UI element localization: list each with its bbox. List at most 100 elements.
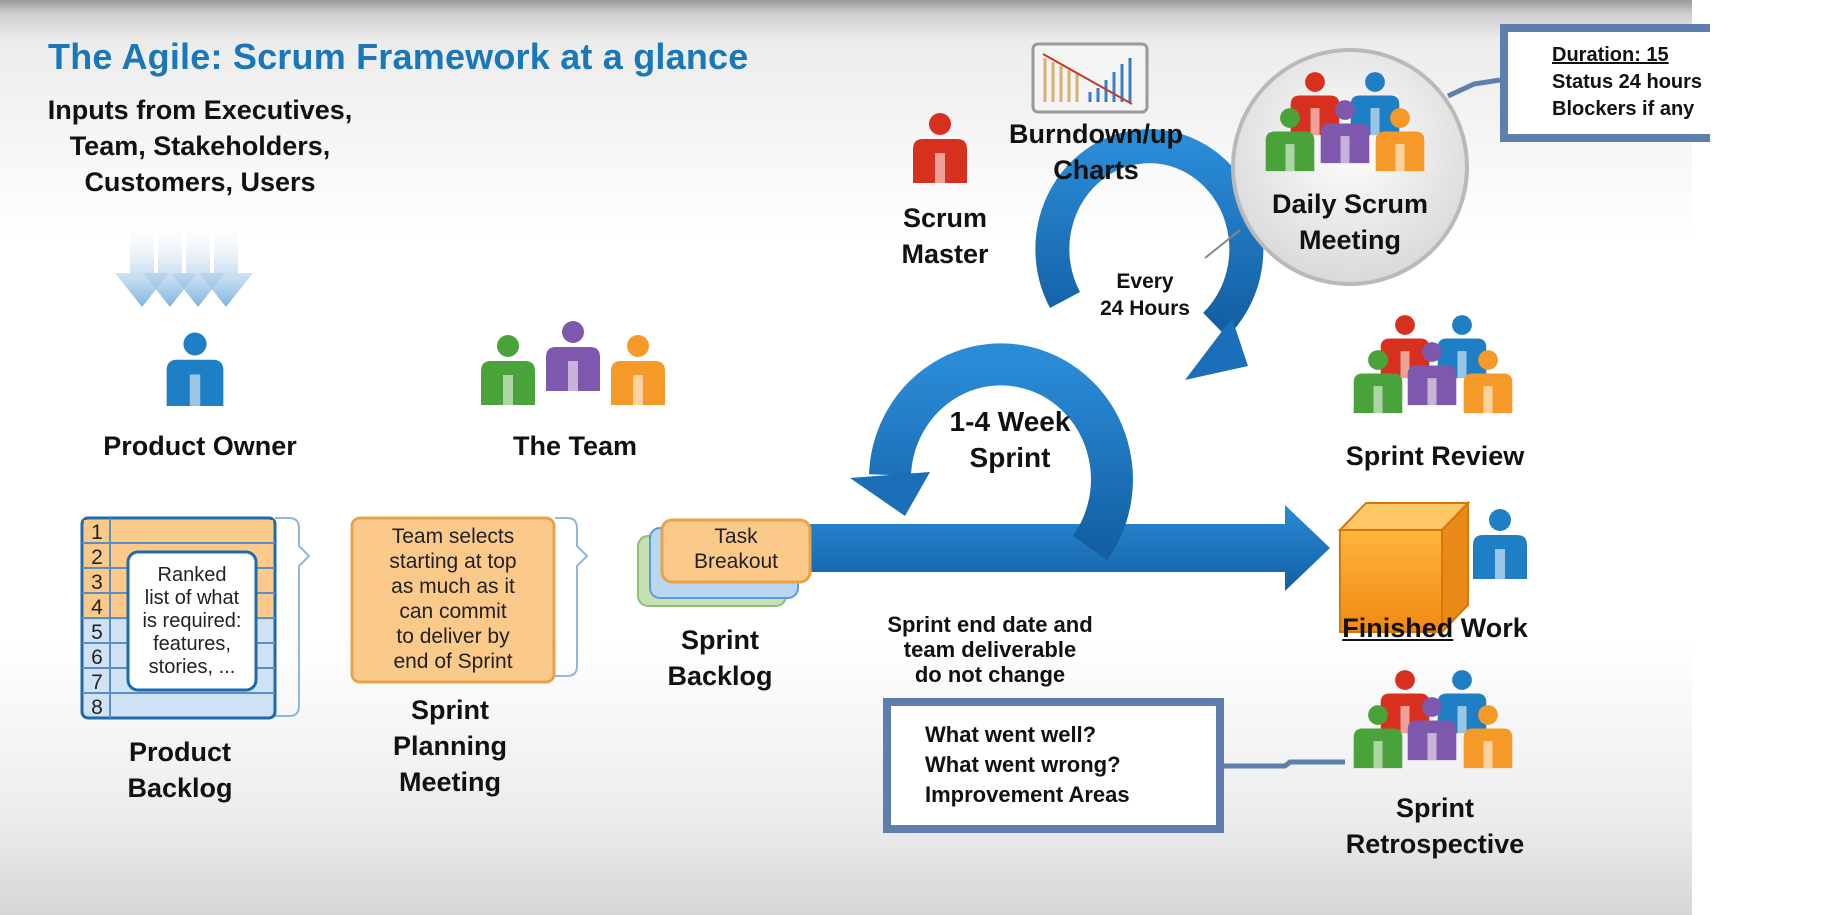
team-member-orange-icon <box>611 335 665 405</box>
retro-green-icon <box>1353 705 1403 769</box>
scrum-master-line-2: Master <box>901 239 989 269</box>
sprint-backlog-line-2: Backlog <box>667 661 773 691</box>
retro-orange-icon <box>1463 705 1513 769</box>
product-backlog-label: Product Backlog <box>100 734 260 806</box>
retro-connector <box>1224 759 1345 769</box>
burndown-label: Burndown/up Charts <box>996 116 1196 188</box>
retro-note-line-2: What went wrong? <box>925 752 1121 777</box>
planning-card-line-2: starting at top <box>389 550 517 573</box>
retro-note-line-1: What went well? <box>925 722 1097 747</box>
backlog-row-1: 1 <box>91 521 103 544</box>
sprint-retrospective-line-2: Retrospective <box>1345 829 1525 859</box>
product-backlog-line-1: Product <box>128 737 231 767</box>
sprint-planning-line-1: Sprint <box>411 695 489 725</box>
backlog-row-8: 8 <box>91 696 103 719</box>
sprint-planning-card <box>350 516 589 684</box>
product-backlog-card-text: Ranked list of what is required: feature… <box>128 564 256 679</box>
backlog-row-6: 6 <box>91 646 103 669</box>
daily-green-icon <box>1265 108 1315 172</box>
retro-purple-icon <box>1407 697 1457 761</box>
sprint-retrospective-line-1: Sprint <box>1396 793 1474 823</box>
daily-note-box: Duration: 15 Status 24 hours Blockers if… <box>1500 24 1710 142</box>
sprint-planning-card-text: Team selects starting at top as much as … <box>352 524 554 674</box>
daily-cycle-arrow <box>1035 129 1264 380</box>
burndown-line-2: Charts <box>1053 155 1139 185</box>
sprint-length-label: 1-4 Week Sprint <box>935 404 1085 476</box>
sprint-length-line-1: 1-4 Week <box>949 406 1071 437</box>
the-team-label: The Team <box>512 431 638 461</box>
backlog-row-4: 4 <box>91 596 103 619</box>
backlog-row-5: 5 <box>91 621 103 644</box>
team-member-purple-icon <box>546 321 600 391</box>
scrum-master-label: Scrum Master <box>880 200 1010 272</box>
planning-card-line-4: can commit <box>399 600 507 623</box>
input-arrows <box>115 218 253 307</box>
planning-card-line-6: end of Sprint <box>393 650 513 673</box>
people-icons <box>166 72 1527 769</box>
backlog-card-line-2: list of what <box>144 587 240 609</box>
right-margin <box>1692 0 1828 915</box>
backlog-card-line-1: Ranked <box>157 564 227 586</box>
every-24-line-1: Every <box>1116 270 1174 293</box>
every-24-hours-label: Every 24 Hours <box>1090 268 1200 322</box>
backlog-row-2: 2 <box>91 546 103 569</box>
backlog-card-line-4: features, <box>153 633 231 655</box>
sprint-cycle-arrow <box>800 343 1330 591</box>
review-purple-icon <box>1407 342 1457 406</box>
daily-purple-icon <box>1320 100 1370 164</box>
team-member-green-icon <box>481 335 535 405</box>
burndown-chart-icon <box>1031 42 1149 114</box>
review-green-icon <box>1353 350 1403 414</box>
task-breakout-text: Task Breakout <box>662 524 810 574</box>
sprint-planning-label: Sprint Planning Meeting <box>370 692 530 800</box>
finished-work-person-icon <box>1473 509 1527 579</box>
daily-scrum-line-2: Meeting <box>1298 225 1401 255</box>
daily-note-connector <box>1446 77 1501 99</box>
sprint-review-label: Sprint Review <box>1345 441 1525 471</box>
daily-orange-icon <box>1375 108 1425 172</box>
sprint-backlog-line-1: Sprint <box>681 625 759 655</box>
finished-work-label: Finished Work <box>1320 610 1550 646</box>
review-orange-icon <box>1463 350 1513 414</box>
product-backlog-stack <box>80 516 311 720</box>
sprint-planning-line-3: Meeting <box>398 767 501 797</box>
scrum-diagram <box>80 42 1527 769</box>
scrum-master-icon <box>913 113 967 183</box>
product-owner-icon <box>166 332 224 406</box>
every-24-line-2: 24 Hours <box>1100 297 1190 320</box>
finished-work-cube <box>1337 500 1471 635</box>
daily-scrum-label: Daily Scrum Meeting <box>1260 186 1440 258</box>
scrum-master-line-1: Scrum <box>902 203 988 233</box>
backlog-card-line-5: stories, ... <box>148 656 236 678</box>
planning-card-line-1: Team selects <box>391 525 515 548</box>
page-title: The Agile: Scrum Framework at a glance <box>48 36 749 77</box>
task-breakout-line-1: Task <box>714 525 758 548</box>
retro-note-box: What went well? What went wrong? Improve… <box>883 698 1224 833</box>
daily-note-duration: Duration: 15 <box>1552 44 1669 66</box>
sprint-length-line-2: Sprint <box>969 442 1051 473</box>
daily-note-status: Status 24 hours <box>1552 71 1703 93</box>
task-breakout-line-2: Breakout <box>693 550 779 573</box>
backlog-row-7: 7 <box>91 671 103 694</box>
planning-card-line-5: to deliver by <box>396 625 510 648</box>
daily-note-blockers: Blockers if any <box>1552 98 1695 120</box>
product-backlog-line-2: Backlog <box>127 773 233 803</box>
sprint-end-note: Sprint end date and team deliverable do … <box>860 612 1120 687</box>
sprint-backlog-label: Sprint Backlog <box>650 622 790 694</box>
sprint-retrospective-label: Sprint Retrospective <box>1320 790 1550 862</box>
sprint-planning-line-2: Planning <box>393 731 507 761</box>
inputs-line-2: Team, Stakeholders, <box>69 131 331 161</box>
finished-work-underlined: Finished <box>1342 613 1454 643</box>
sprint-end-line-1: Sprint end date and <box>887 612 1093 637</box>
burndown-line-1: Burndown/up <box>1009 119 1183 149</box>
sprint-end-line-2: team deliverable <box>903 637 1077 662</box>
inputs-line-3: Customers, Users <box>84 167 316 197</box>
sprint-end-line-3: do not change <box>914 662 1066 687</box>
backlog-row-3: 3 <box>91 571 103 594</box>
backlog-card-line-3: is required: <box>142 610 242 632</box>
daily-scrum-line-1: Daily Scrum <box>1271 189 1429 219</box>
planning-card-line-3: as much as it <box>391 575 515 598</box>
finished-work-rest: Work <box>1453 613 1528 643</box>
sprint-backlog-cards <box>637 518 812 607</box>
retro-note-line-3: Improvement Areas <box>925 782 1130 807</box>
